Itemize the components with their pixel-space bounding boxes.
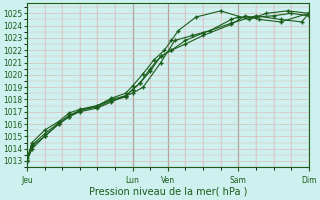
X-axis label: Pression niveau de la mer( hPa ): Pression niveau de la mer( hPa ): [89, 187, 247, 197]
